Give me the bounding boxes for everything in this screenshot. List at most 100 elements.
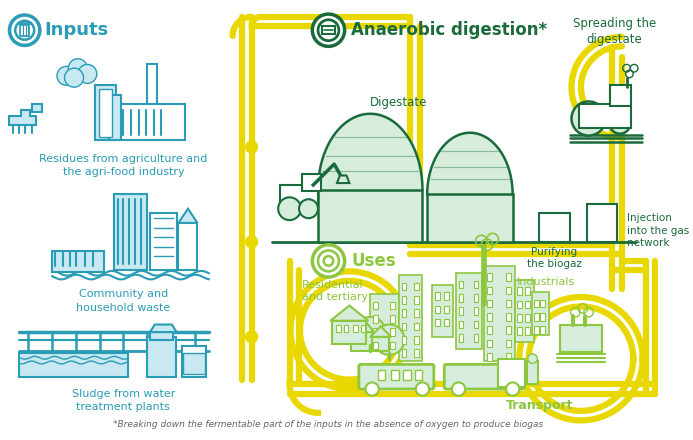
- Polygon shape: [10, 110, 36, 125]
- Circle shape: [506, 382, 519, 396]
- Polygon shape: [518, 314, 522, 322]
- Polygon shape: [372, 337, 389, 351]
- Polygon shape: [611, 85, 631, 106]
- Polygon shape: [337, 176, 349, 183]
- Polygon shape: [150, 325, 177, 332]
- Polygon shape: [414, 283, 419, 290]
- Polygon shape: [506, 286, 511, 294]
- Polygon shape: [444, 305, 449, 313]
- Circle shape: [365, 382, 379, 396]
- Polygon shape: [435, 305, 439, 313]
- Polygon shape: [484, 266, 514, 361]
- Polygon shape: [525, 314, 529, 322]
- Text: Industrials: Industrials: [517, 277, 575, 287]
- Polygon shape: [373, 341, 378, 349]
- Polygon shape: [587, 204, 617, 242]
- Text: Residues from agriculture and
the agri-food industry: Residues from agriculture and the agri-f…: [40, 154, 208, 177]
- Polygon shape: [534, 326, 539, 334]
- Polygon shape: [280, 185, 318, 206]
- Text: Uses: Uses: [351, 252, 396, 270]
- Polygon shape: [373, 315, 378, 323]
- Circle shape: [355, 317, 385, 347]
- Polygon shape: [179, 223, 198, 271]
- Polygon shape: [540, 313, 545, 321]
- Polygon shape: [109, 95, 121, 140]
- Polygon shape: [415, 370, 423, 380]
- Text: Anaerobic digestion*: Anaerobic digestion*: [351, 21, 547, 39]
- Polygon shape: [361, 325, 365, 332]
- Polygon shape: [527, 361, 538, 384]
- Polygon shape: [474, 294, 478, 302]
- Polygon shape: [427, 133, 513, 194]
- Polygon shape: [456, 273, 482, 349]
- Polygon shape: [506, 313, 511, 321]
- Polygon shape: [532, 292, 549, 335]
- Polygon shape: [401, 349, 406, 357]
- FancyBboxPatch shape: [444, 364, 524, 389]
- Polygon shape: [414, 323, 419, 330]
- Polygon shape: [518, 327, 522, 335]
- Polygon shape: [432, 285, 453, 337]
- Text: Sludge from water
treatment plants: Sludge from water treatment plants: [72, 389, 175, 412]
- Polygon shape: [401, 309, 406, 317]
- Polygon shape: [302, 173, 321, 191]
- Polygon shape: [183, 353, 205, 374]
- Polygon shape: [391, 370, 398, 380]
- Circle shape: [609, 113, 631, 134]
- Polygon shape: [506, 340, 511, 347]
- Polygon shape: [390, 315, 395, 323]
- Polygon shape: [444, 292, 449, 300]
- Text: Inputs: Inputs: [44, 21, 109, 39]
- Polygon shape: [525, 301, 529, 308]
- Polygon shape: [539, 213, 570, 242]
- Text: Transport: Transport: [505, 399, 573, 411]
- Polygon shape: [318, 190, 423, 242]
- Polygon shape: [390, 302, 395, 309]
- Polygon shape: [370, 294, 398, 351]
- Polygon shape: [390, 328, 395, 336]
- Polygon shape: [344, 325, 349, 332]
- Circle shape: [572, 102, 606, 136]
- Polygon shape: [33, 104, 42, 112]
- Polygon shape: [474, 308, 478, 315]
- Circle shape: [10, 15, 40, 45]
- Text: Injection
into the gas
network: Injection into the gas network: [626, 213, 689, 248]
- Polygon shape: [540, 300, 545, 308]
- Polygon shape: [459, 321, 464, 328]
- Polygon shape: [179, 209, 198, 223]
- Polygon shape: [459, 308, 464, 315]
- Polygon shape: [560, 326, 602, 352]
- Polygon shape: [427, 194, 513, 242]
- Polygon shape: [487, 313, 492, 321]
- Polygon shape: [401, 296, 406, 304]
- Polygon shape: [487, 326, 492, 334]
- Polygon shape: [390, 341, 395, 349]
- Polygon shape: [540, 326, 545, 334]
- Polygon shape: [95, 85, 116, 140]
- Polygon shape: [147, 337, 175, 377]
- Polygon shape: [414, 296, 419, 304]
- Polygon shape: [506, 300, 511, 308]
- Polygon shape: [579, 104, 631, 128]
- Polygon shape: [435, 319, 439, 326]
- Polygon shape: [401, 323, 406, 330]
- Polygon shape: [514, 280, 534, 341]
- Polygon shape: [336, 325, 341, 332]
- Text: Residential
and tertiary: Residential and tertiary: [302, 280, 368, 302]
- Polygon shape: [506, 273, 511, 281]
- Polygon shape: [474, 321, 478, 328]
- Polygon shape: [525, 287, 529, 295]
- Polygon shape: [487, 286, 492, 294]
- Circle shape: [57, 66, 76, 85]
- Polygon shape: [401, 283, 406, 290]
- Polygon shape: [150, 213, 177, 271]
- Polygon shape: [20, 25, 29, 36]
- Polygon shape: [534, 300, 539, 308]
- Polygon shape: [119, 104, 185, 140]
- Polygon shape: [114, 194, 147, 271]
- Polygon shape: [534, 313, 539, 321]
- Circle shape: [313, 14, 344, 46]
- FancyBboxPatch shape: [359, 364, 434, 389]
- Polygon shape: [378, 370, 385, 380]
- Polygon shape: [373, 302, 378, 309]
